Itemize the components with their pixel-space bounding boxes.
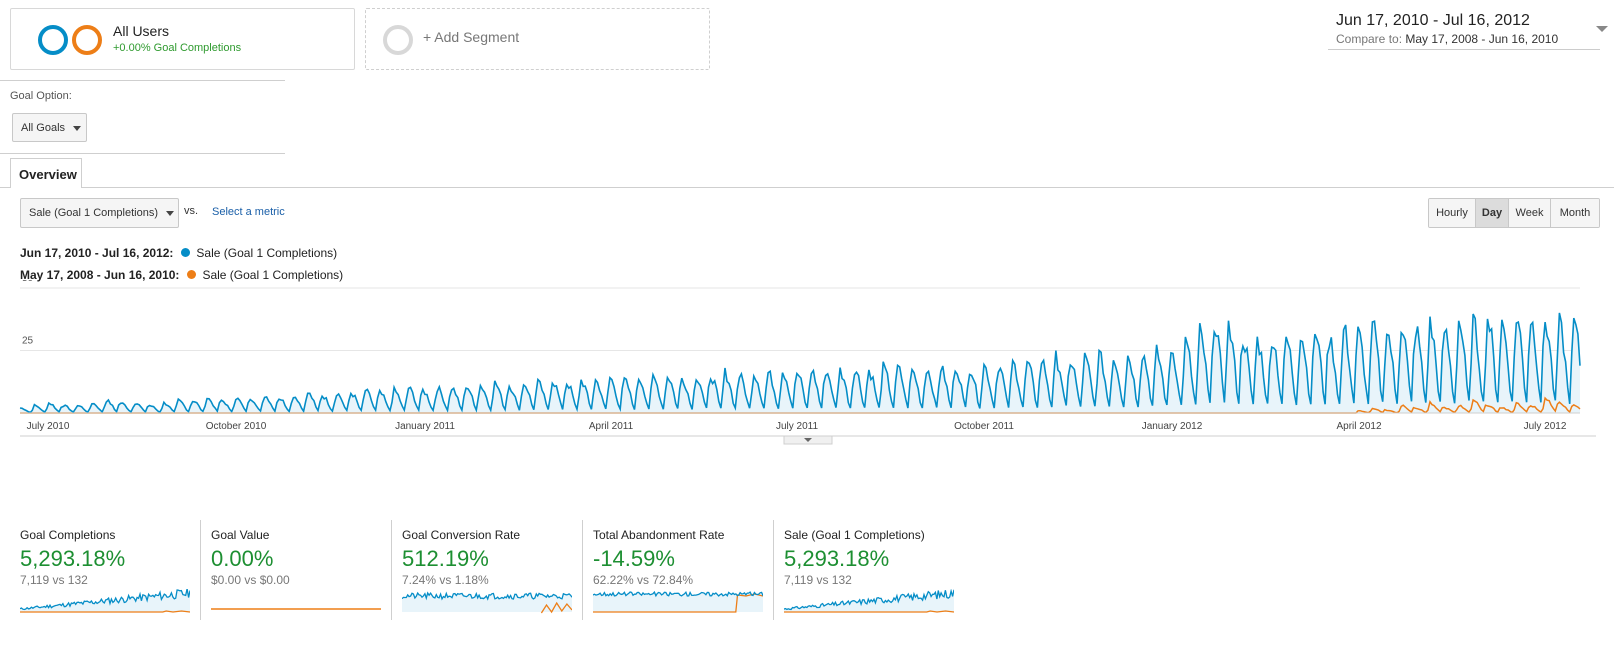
chevron-down-icon: [1596, 26, 1608, 32]
divider: [200, 520, 201, 620]
x-tick-label: April 2011: [589, 421, 634, 432]
legend-compare: May 17, 2008 - Jun 16, 2010: Sale (Goal 1…: [20, 268, 343, 282]
compare-prefix: Compare to:: [1336, 32, 1403, 46]
goal-option-label: Goal Option:: [10, 90, 72, 102]
compare-value: May 17, 2008 - Jun 16, 2010: [1405, 32, 1559, 46]
date-range-main: Jun 17, 2010 - Jul 16, 2012: [1336, 12, 1530, 29]
scorecard-title: Total Abandonment Rate: [593, 528, 725, 542]
segment-subtitle: +0.00% Goal Completions: [113, 42, 242, 54]
scorecard-title: Goal Conversion Rate: [402, 528, 521, 542]
scorecard-comparison: 7,119 vs 132: [784, 573, 852, 587]
line-chart: 50 25 July 2010 October 2010 January 2011 Apr…: [19, 280, 1596, 445]
select-metric-link[interactable]: Select a metric: [212, 206, 285, 218]
sparkline-primary: [20, 589, 190, 611]
scorecard-comparison: 62.22% vs 72.84%: [593, 573, 694, 587]
legend-range: May 17, 2008 - Jun 16, 2010:: [20, 268, 180, 282]
legend-metric: Sale (Goal 1 Completions): [196, 246, 338, 260]
sparkline-compare: [540, 601, 572, 614]
scorecard-value: 5,293.18%: [784, 546, 890, 571]
date-range-compare: Compare to: May 17, 2008 - Jun 16, 2010: [1336, 32, 1558, 46]
scorecard-total-abandonment-rate[interactable]: Total Abandonment Rate -14.59% 62.22% vs…: [593, 520, 774, 620]
sparkline: [402, 591, 572, 614]
chevron-down-icon: [804, 438, 812, 442]
x-tick-label: January 2012: [1142, 421, 1203, 432]
divider: [773, 520, 774, 620]
primary-series-line: [19, 312, 1581, 414]
sparkline-area: [20, 589, 190, 612]
x-tick-label: July 2010: [27, 421, 70, 432]
sparkline: [784, 589, 954, 613]
add-segment-button[interactable]: + Add Segment: [365, 8, 710, 70]
sparkline-primary: [784, 589, 954, 611]
scorecard-value: -14.59%: [593, 546, 675, 571]
sparkline-area: [593, 592, 763, 612]
tab-baseline: [0, 187, 1614, 188]
tab-overview[interactable]: Overview: [10, 158, 82, 188]
chevron-down-icon: [166, 211, 174, 216]
scorecard-goal-value[interactable]: Goal Value 0.00% $0.00 vs $0.00: [211, 520, 392, 620]
x-tick-label: April 2012: [1336, 421, 1381, 432]
tab-overview-label: Overview: [19, 167, 77, 182]
scorecard-comparison: 7.24% vs 1.18%: [402, 573, 489, 587]
sparkline-compare: [784, 610, 954, 613]
scorecard-sale-goal-1[interactable]: Sale (Goal 1 Completions) 5,293.18% 7,11…: [784, 520, 965, 620]
scorecard-value: 512.19%: [402, 546, 489, 571]
scorecard-comparison: $0.00 vs $0.00: [211, 573, 290, 587]
vs-label: vs.: [184, 205, 199, 217]
x-tick-label: October 2010: [206, 421, 267, 432]
x-tick-label: October 2011: [954, 421, 1014, 432]
tab-gap: [11, 187, 81, 188]
y-tick-label: 25: [22, 336, 34, 347]
scorecard-goal-completions[interactable]: Goal Completions 5,293.18% 7,119 vs 132: [20, 520, 201, 620]
segment-all-users[interactable]: All Users +0.00% Goal Completions: [10, 8, 355, 70]
goal-option-value: All Goals: [21, 122, 66, 134]
granularity-toggle: Hourly Day Week Month: [1428, 198, 1600, 228]
x-tick-label: July 2012: [1524, 421, 1567, 432]
legend-metric: Sale (Goal 1 Completions): [202, 268, 344, 282]
scorecard-value: 5,293.18%: [20, 546, 126, 571]
scorecard-title: Goal Completions: [20, 528, 116, 542]
date-range-picker[interactable]: Jun 17, 2010 - Jul 16, 2012 Compare to: …: [1328, 10, 1608, 50]
divider: [0, 80, 285, 81]
sparkline-primary: [593, 590, 763, 598]
legend-dot-primary: [181, 248, 191, 257]
divider: [391, 520, 392, 620]
goal-option-select[interactable]: All Goals: [12, 113, 87, 142]
add-segment-label: + Add Segment: [423, 29, 520, 45]
scorecard-title: Goal Value: [211, 528, 270, 542]
sparkline-primary: [402, 591, 572, 601]
granularity-day[interactable]: Day: [1476, 199, 1509, 227]
granularity-month[interactable]: Month: [1551, 199, 1599, 227]
divider: [582, 520, 583, 620]
scorecard-comparison: 7,119 vs 132: [20, 573, 88, 587]
y-tick-label: 50: [22, 280, 34, 284]
scorecard-goal-conversion-rate[interactable]: Goal Conversion Rate 512.19% 7.24% vs 1.…: [402, 520, 583, 620]
segment-title: All Users: [113, 23, 170, 39]
divider: [0, 153, 285, 154]
chevron-down-icon: [73, 126, 81, 131]
sparkline: [20, 589, 190, 613]
empty-segment-icon: [383, 25, 413, 55]
x-tick-label: January 2011: [395, 421, 455, 432]
granularity-hourly[interactable]: Hourly: [1429, 199, 1476, 227]
metric-select-value: Sale (Goal 1 Completions): [29, 207, 159, 219]
sparkline: [593, 590, 763, 613]
legend-primary: Jun 17, 2010 - Jul 16, 2012: Sale (Goal 1…: [20, 246, 337, 260]
legend-range: Jun 17, 2010 - Jul 16, 2012:: [20, 246, 174, 260]
sparkline-compare: [20, 610, 190, 613]
scorecard-value: 0.00%: [211, 546, 274, 571]
legend-dot-compare: [187, 270, 197, 279]
x-tick-label: July 2011: [776, 421, 819, 432]
segment-rings-icon: [38, 25, 102, 55]
scorecard-title: Sale (Goal 1 Completions): [784, 528, 925, 542]
granularity-week[interactable]: Week: [1509, 199, 1551, 227]
metric-select[interactable]: Sale (Goal 1 Completions): [20, 198, 179, 228]
sparkline: [211, 608, 381, 610]
